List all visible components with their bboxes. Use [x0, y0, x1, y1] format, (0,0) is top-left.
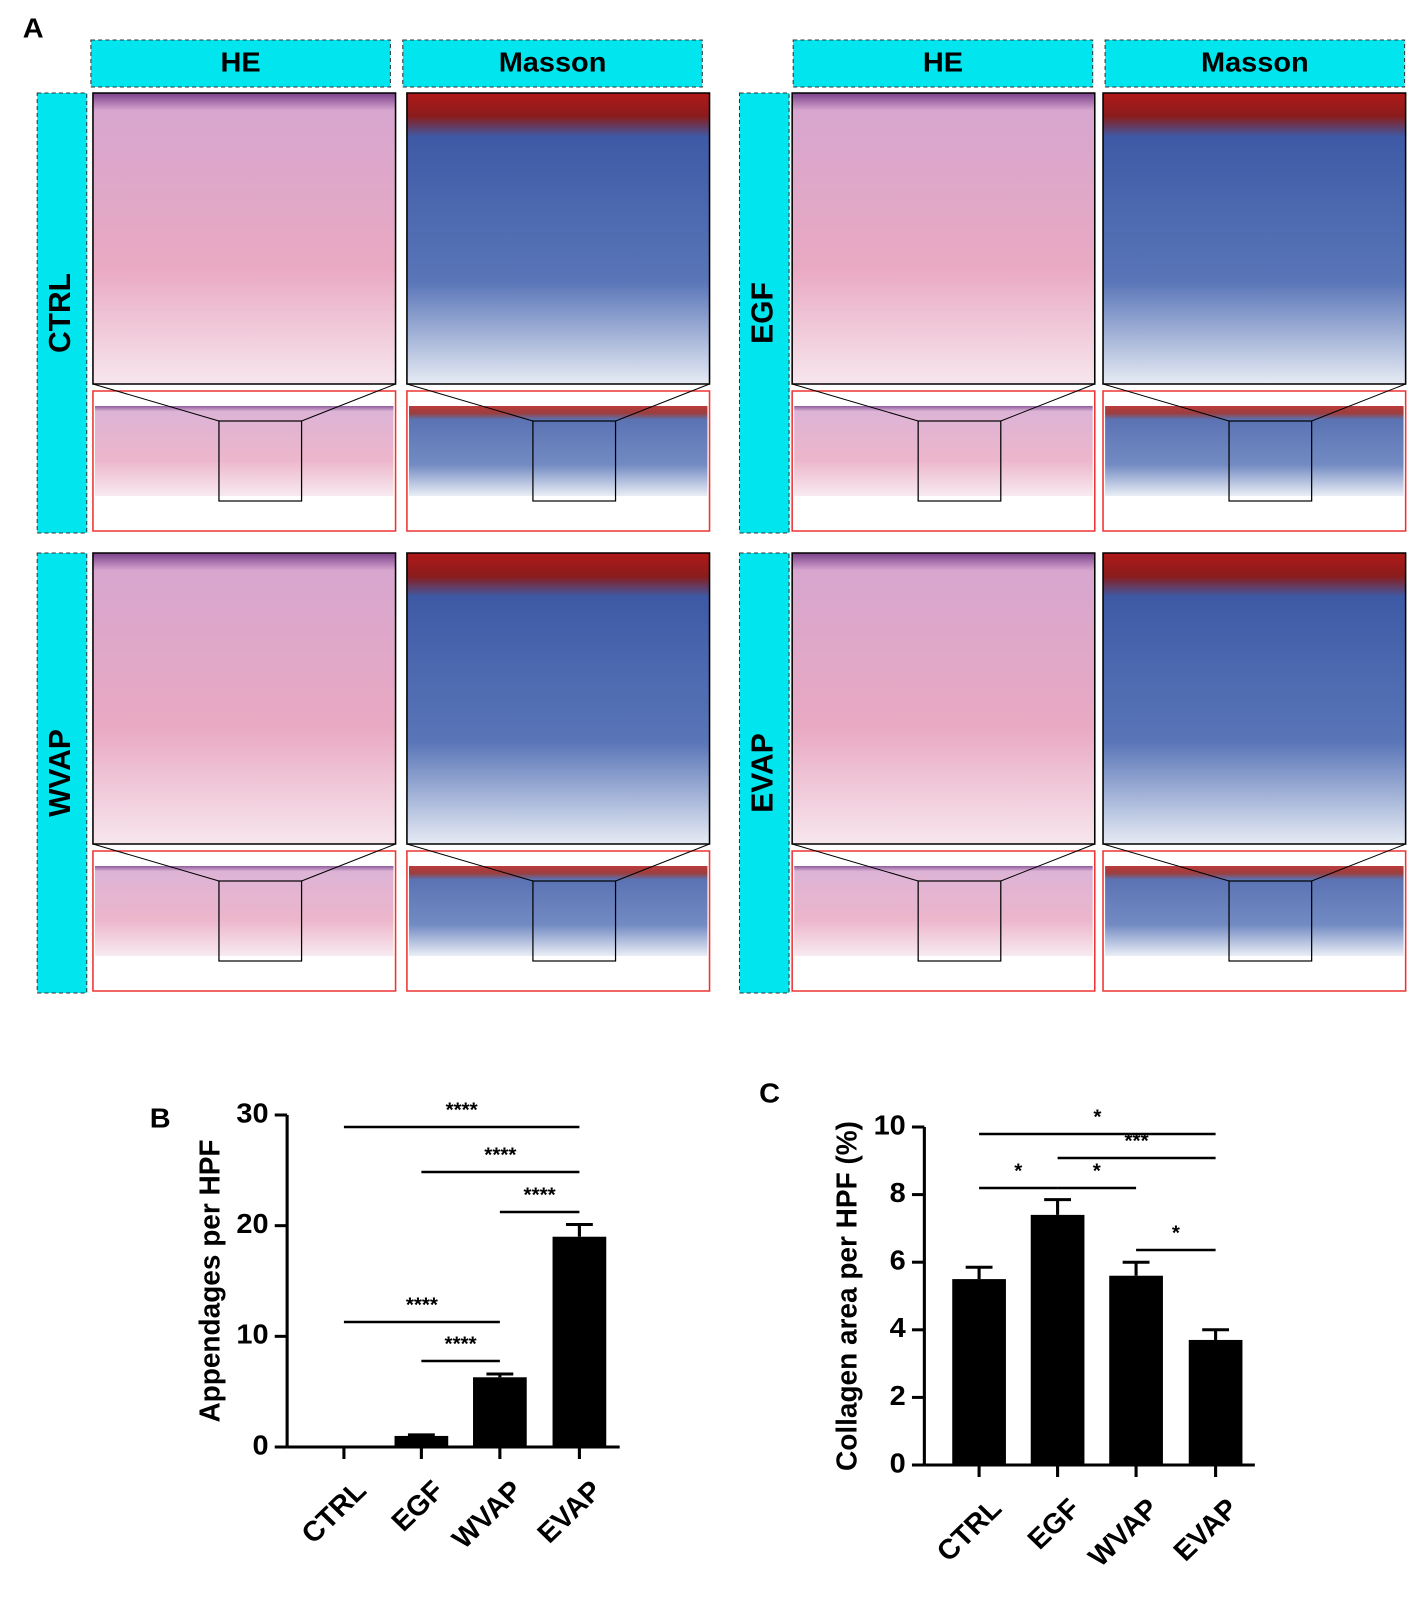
zoom-line: [406, 383, 534, 422]
stain-header-box: [90, 39, 391, 88]
zoom-line: [1102, 383, 1230, 422]
stain-header-box: [1104, 39, 1406, 88]
y-tick-label: 2: [890, 1380, 906, 1411]
group-label-box: [738, 552, 790, 994]
significance-label: *: [1014, 1161, 1022, 1183]
stain-header: Masson: [1201, 47, 1309, 78]
y-tick-label: 30: [236, 1098, 268, 1129]
group-label: CTRL: [43, 273, 78, 353]
panel-label: C: [759, 1078, 780, 1109]
bar: [394, 1435, 449, 1447]
zoom-box: [532, 880, 617, 962]
y-tick-label: 8: [890, 1177, 906, 1208]
y-axis-label: Appendages per HPF: [194, 1139, 227, 1422]
overview-tissue: [95, 866, 394, 956]
group-label: WVAP: [43, 729, 78, 817]
y-tick-label: 0: [252, 1430, 268, 1461]
overview-tissue: [95, 406, 394, 496]
zoom-line: [792, 383, 919, 422]
overview-tissue: [408, 406, 708, 496]
x-tick-label: EVAP: [531, 1475, 608, 1550]
significance-label: ****: [484, 1145, 516, 1167]
zoom-box: [917, 880, 1002, 962]
bar: [552, 1236, 607, 1447]
stain-header-box: [792, 39, 1094, 88]
significance-label: *: [1093, 1161, 1101, 1183]
micrograph: [791, 552, 1096, 845]
x-tick-label: CTRL: [931, 1493, 1008, 1568]
bar: [952, 1279, 1006, 1465]
zoom-line: [301, 383, 396, 422]
group-label: EVAP: [745, 733, 780, 812]
zoom-box: [218, 420, 303, 502]
overview-tissue: [1105, 866, 1404, 956]
significance-label: ****: [406, 1295, 438, 1317]
stain-header-box: [402, 39, 703, 88]
x-tick-label: EGF: [385, 1475, 450, 1538]
micrograph: [1102, 92, 1407, 385]
zoom-line: [615, 383, 710, 422]
overview-tissue: [794, 406, 1093, 496]
y-axis-label: Collagen area per HPF (%): [831, 1121, 864, 1471]
x-tick-label: CTRL: [295, 1475, 372, 1550]
zoom-box: [1228, 420, 1313, 502]
zoom-line: [1102, 843, 1230, 882]
x-tick-label: EGF: [1022, 1493, 1087, 1556]
overview-tissue: [408, 866, 708, 956]
zoom-line: [92, 383, 220, 422]
zoom-line: [615, 843, 710, 882]
bar: [1109, 1275, 1163, 1465]
group-label-box: [738, 92, 790, 534]
zoom-line: [1000, 843, 1095, 882]
bar: [1188, 1339, 1243, 1465]
y-tick-label: 10: [236, 1319, 268, 1350]
zoom-box: [532, 420, 617, 502]
significance-label: *: [1093, 1107, 1101, 1129]
bar: [1030, 1214, 1085, 1465]
zoom-line: [301, 843, 396, 882]
zoom-line: [92, 843, 220, 882]
significance-label: ****: [524, 1185, 556, 1207]
y-tick-label: 0: [890, 1448, 906, 1479]
bar: [473, 1377, 527, 1447]
y-tick-label: 10: [874, 1110, 906, 1141]
micrograph: [791, 92, 1096, 385]
group-label-box: [36, 92, 88, 534]
y-tick-label: 6: [890, 1245, 906, 1276]
overview-tissue: [794, 866, 1093, 956]
micrograph: [1102, 552, 1407, 845]
group-label: EGF: [745, 282, 780, 344]
y-tick-label: 20: [236, 1208, 268, 1239]
significance-label: ****: [445, 1334, 477, 1356]
zoom-line: [406, 843, 534, 882]
zoom-line: [1311, 843, 1406, 882]
stain-header: Masson: [499, 47, 607, 78]
zoom-line: [1000, 383, 1095, 422]
x-tick-label: WVAP: [446, 1475, 529, 1555]
micrograph: [406, 552, 711, 845]
x-tick-label: WVAP: [1082, 1493, 1165, 1573]
panel-label: B: [150, 1103, 171, 1134]
micrograph: [406, 92, 711, 385]
overview-tissue: [1105, 406, 1404, 496]
zoom-box: [218, 880, 303, 962]
stain-header: HE: [221, 47, 261, 78]
micrograph: [92, 552, 397, 845]
panel-label: A: [23, 13, 44, 44]
significance-label: ***: [1125, 1131, 1149, 1153]
zoom-line: [1311, 383, 1406, 422]
micrograph: [92, 92, 397, 385]
significance-label: ****: [446, 1100, 478, 1122]
group-label-box: [36, 552, 88, 994]
zoom-box: [917, 420, 1002, 502]
x-tick-label: EVAP: [1167, 1493, 1244, 1568]
zoom-box: [1228, 880, 1313, 962]
zoom-line: [792, 843, 919, 882]
y-tick-label: 4: [890, 1313, 906, 1344]
significance-label: *: [1172, 1223, 1180, 1245]
stain-header: HE: [923, 47, 963, 78]
